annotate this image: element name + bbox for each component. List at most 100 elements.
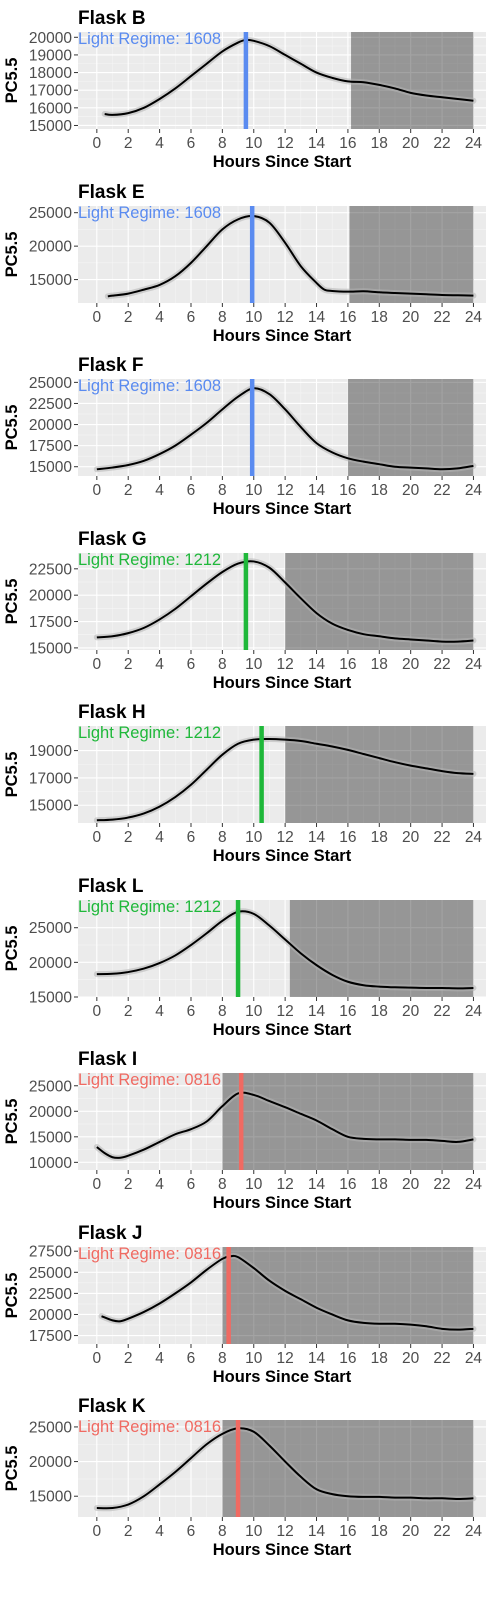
x-axis-label: Hours Since Start bbox=[213, 1194, 352, 1212]
x-tick-label: 4 bbox=[155, 1523, 164, 1540]
y-tick-label: 25000 bbox=[29, 1264, 72, 1281]
x-tick-label: 18 bbox=[371, 1350, 388, 1367]
x-tick-label: 12 bbox=[277, 1350, 294, 1367]
y-tick-label: 20000 bbox=[29, 417, 72, 434]
x-tick-label: 8 bbox=[218, 829, 227, 846]
x-tick-label: 20 bbox=[402, 1176, 420, 1193]
x-tick-label: 2 bbox=[124, 1176, 133, 1193]
light-regime-label: Light Regime: 0816 bbox=[78, 1245, 221, 1263]
light-regime-label: Light Regime: 1608 bbox=[78, 377, 221, 395]
series-line bbox=[101, 1254, 474, 1331]
x-tick-label: 24 bbox=[465, 829, 483, 846]
x-tick-label: 24 bbox=[465, 135, 483, 152]
y-axis-label: PC5.5 bbox=[3, 1272, 21, 1318]
light-regime-label: Light Regime: 1608 bbox=[78, 30, 221, 48]
y-tick-label: 16000 bbox=[29, 100, 72, 117]
x-tick-label: 6 bbox=[187, 656, 196, 673]
y-tick-label: 20000 bbox=[29, 1454, 72, 1471]
plot-background bbox=[78, 899, 486, 997]
major-gridlines bbox=[78, 205, 486, 303]
x-axis-label: Hours Since Start bbox=[213, 327, 352, 345]
x-tick-label: 16 bbox=[339, 1523, 356, 1540]
x-tick-label: 6 bbox=[187, 482, 196, 499]
x-tick-label: 16 bbox=[339, 135, 356, 152]
x-tick-label: 10 bbox=[245, 309, 263, 326]
x-tick-label: 0 bbox=[93, 1523, 102, 1540]
y-axis-label: PC5.5 bbox=[3, 1099, 21, 1145]
y-tick-label: 22500 bbox=[29, 1285, 72, 1302]
y-tick-label: 20000 bbox=[29, 1104, 72, 1121]
light-regime-label: Light Regime: 1212 bbox=[78, 898, 221, 916]
x-tick-label: 0 bbox=[93, 135, 102, 152]
y-tick-label: 25000 bbox=[29, 375, 72, 392]
x-tick-label: 8 bbox=[218, 1523, 227, 1540]
x-tick-label: 8 bbox=[218, 1350, 227, 1367]
series-line bbox=[96, 737, 474, 822]
y-tick-label: 15000 bbox=[29, 989, 72, 1006]
light-regime-label: Light Regime: 1212 bbox=[78, 724, 221, 742]
major-gridlines bbox=[78, 1073, 486, 1170]
x-tick-label: 6 bbox=[187, 309, 196, 326]
y-tick-label: 25000 bbox=[29, 1419, 72, 1436]
x-tick-label: 18 bbox=[371, 482, 388, 499]
chart-title: Flask F bbox=[78, 355, 143, 376]
y-tick-label: 25000 bbox=[29, 205, 72, 222]
x-tick-label: 0 bbox=[93, 1350, 102, 1367]
x-tick-label: 20 bbox=[402, 1523, 420, 1540]
x-tick-label: 16 bbox=[339, 309, 356, 326]
y-tick-label: 25000 bbox=[29, 920, 72, 937]
x-tick-label: 2 bbox=[124, 1350, 133, 1367]
x-tick-label: 20 bbox=[402, 1003, 420, 1020]
chart-panel: Light Regime: 0816 10000 15000 20000 25000 0 2… bbox=[3, 1049, 486, 1212]
x-tick-label: 2 bbox=[124, 656, 133, 673]
x-tick-label: 14 bbox=[308, 656, 326, 673]
x-tick-label: 6 bbox=[187, 829, 196, 846]
y-tick-label: 15000 bbox=[29, 459, 72, 476]
y-axis-label: PC5.5 bbox=[3, 58, 21, 104]
x-tick-label: 10 bbox=[245, 1350, 263, 1367]
x-tick-label: 18 bbox=[371, 1003, 388, 1020]
x-tick-label: 2 bbox=[124, 1523, 133, 1540]
x-tick-label: 2 bbox=[124, 829, 133, 846]
y-tick-label: 18000 bbox=[29, 65, 72, 82]
x-tick-label: 6 bbox=[187, 1350, 196, 1367]
y-tick-label: 19000 bbox=[29, 743, 72, 760]
chart-panel: Light Regime: 1212 15000 17500 20000 22500 0 2… bbox=[3, 529, 486, 692]
x-tick-label: 14 bbox=[308, 1003, 326, 1020]
dark-period-shading bbox=[289, 899, 474, 997]
x-tick-label: 0 bbox=[93, 656, 102, 673]
x-tick-label: 24 bbox=[465, 1176, 483, 1193]
light-regime-label: Light Regime: 0816 bbox=[78, 1071, 221, 1089]
minor-gridlines bbox=[78, 1246, 486, 1344]
x-tick-label: 18 bbox=[371, 656, 388, 673]
y-tick-label: 25000 bbox=[29, 1078, 72, 1095]
x-tick-label: 20 bbox=[402, 135, 420, 152]
x-axis-label: Hours Since Start bbox=[213, 674, 352, 692]
major-gridlines bbox=[78, 1246, 486, 1344]
x-tick-label: 10 bbox=[245, 829, 263, 846]
x-tick-label: 22 bbox=[433, 1003, 450, 1020]
chart-title: Flask B bbox=[78, 8, 146, 29]
x-tick-label: 16 bbox=[339, 829, 356, 846]
chart-panel: Light Regime: 1608 1500016000170001800019… bbox=[3, 8, 486, 171]
y-tick-label: 15000 bbox=[29, 118, 72, 135]
x-tick-label: 16 bbox=[339, 1350, 356, 1367]
x-tick-label: 24 bbox=[465, 309, 483, 326]
x-tick-label: 22 bbox=[433, 1350, 450, 1367]
x-tick-label: 4 bbox=[155, 1003, 164, 1020]
y-axis-label: PC5.5 bbox=[3, 752, 21, 798]
y-tick-label: 27500 bbox=[29, 1243, 72, 1260]
x-tick-label: 22 bbox=[433, 656, 450, 673]
series-line bbox=[107, 214, 474, 297]
plot-background bbox=[78, 32, 486, 129]
x-tick-label: 20 bbox=[402, 309, 420, 326]
series-line bbox=[96, 1427, 474, 1510]
x-tick-label: 0 bbox=[93, 482, 102, 499]
x-tick-label: 4 bbox=[155, 135, 164, 152]
y-tick-label: 20000 bbox=[29, 587, 72, 604]
y-axis-label: PC5.5 bbox=[3, 578, 21, 624]
x-tick-label: 20 bbox=[402, 1350, 420, 1367]
